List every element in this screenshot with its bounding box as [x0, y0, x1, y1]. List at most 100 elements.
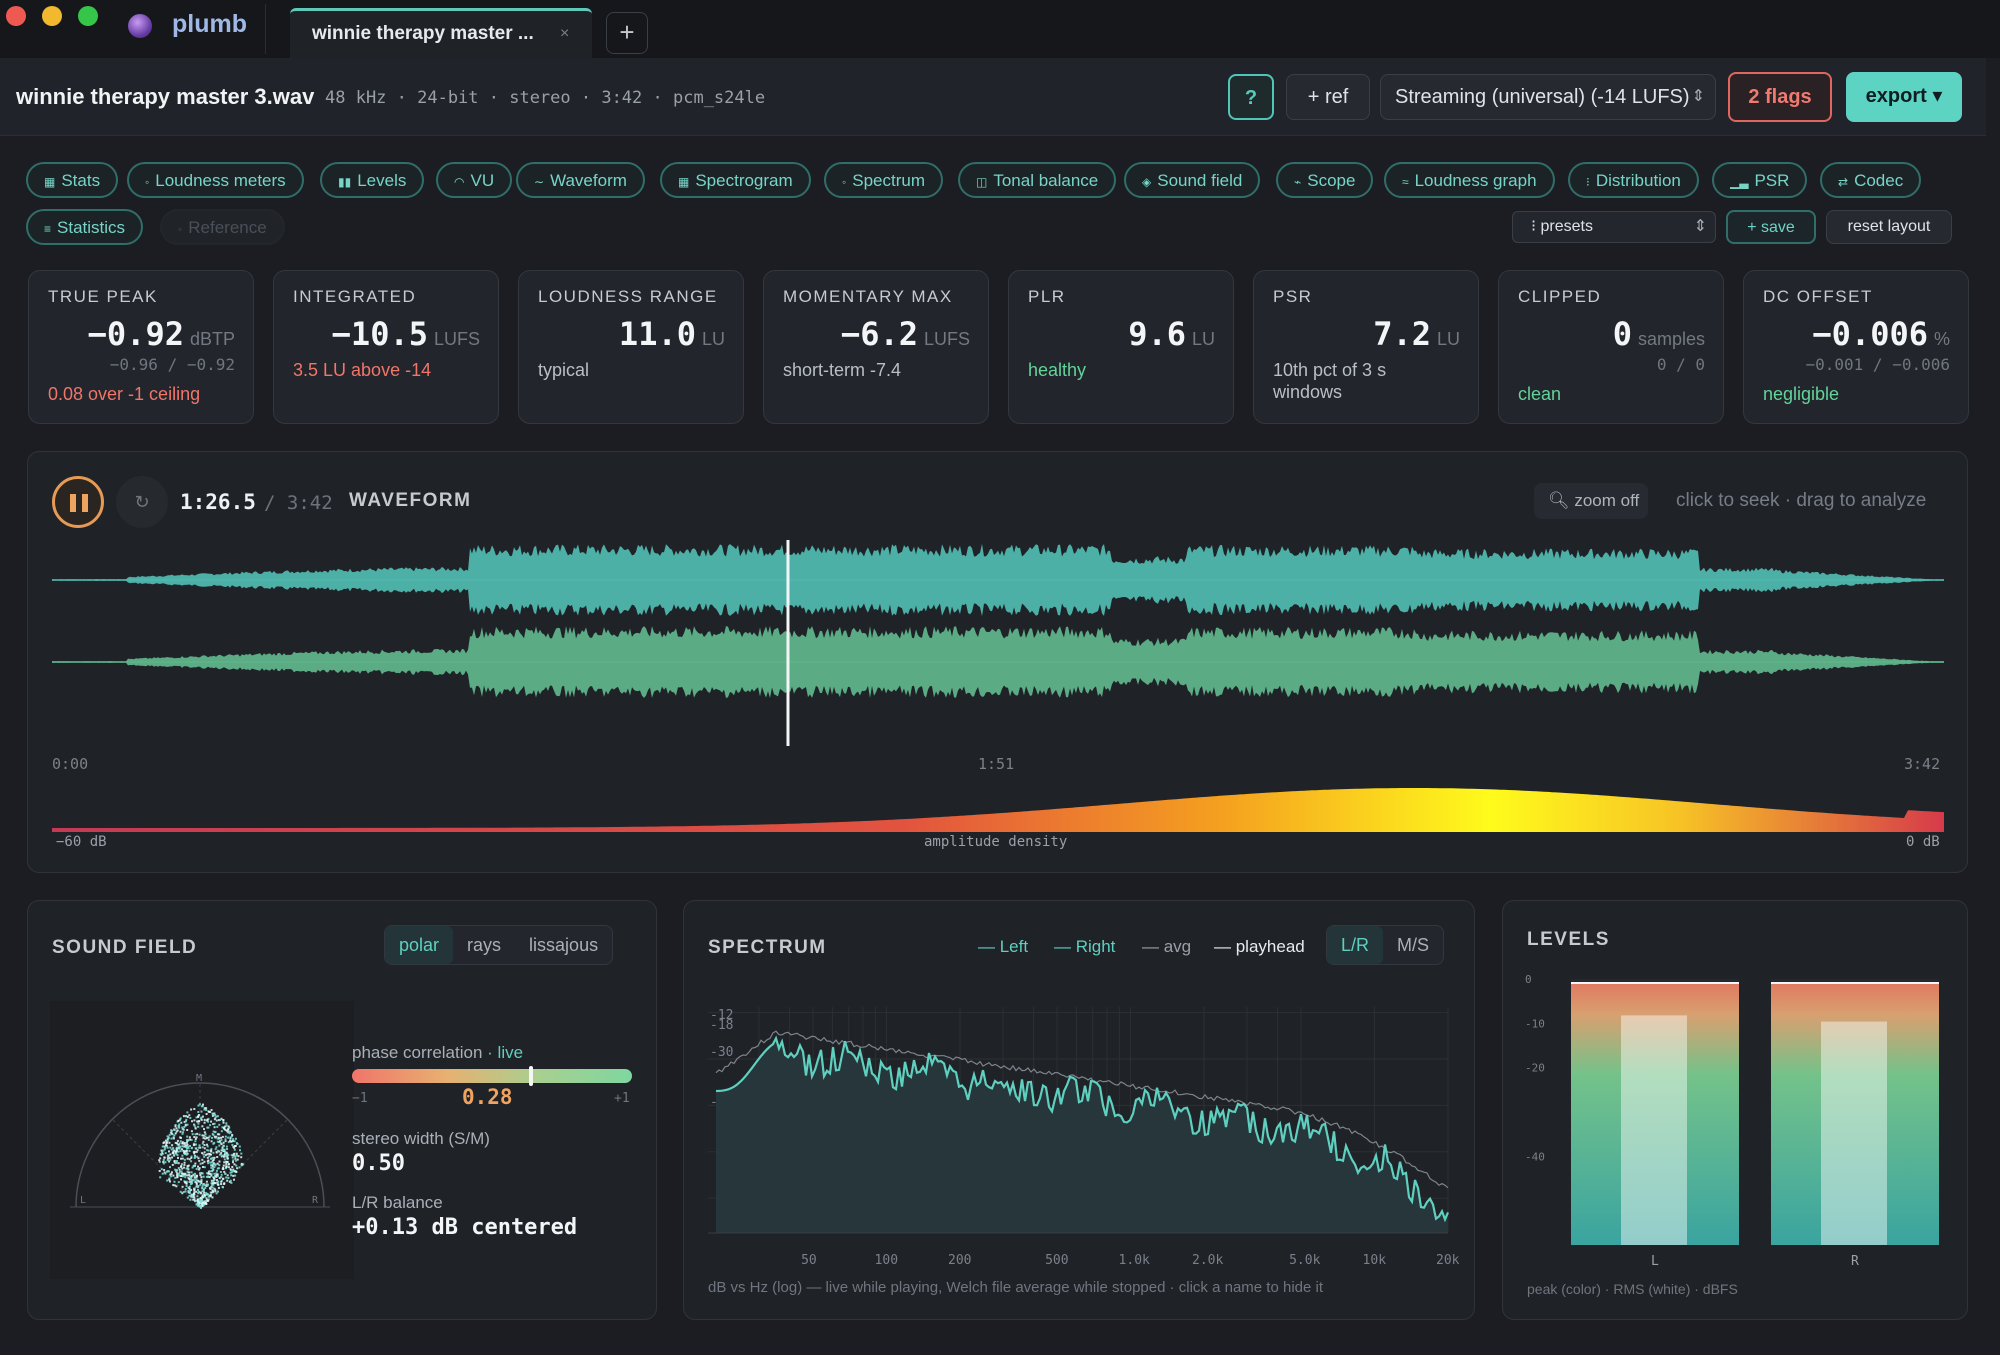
polar-point [185, 1141, 188, 1144]
polar-point [206, 1136, 208, 1139]
polar-point [196, 1195, 199, 1198]
polar-point [179, 1175, 182, 1177]
help-button[interactable]: ? [1228, 74, 1274, 120]
polar-point [232, 1161, 234, 1164]
stat-unit: dBTP [189, 329, 235, 349]
stereo-width-label: stereo width (S/M) [352, 1129, 490, 1148]
panel-toggle-spectrum[interactable]: ◦ Spectrum [824, 162, 944, 198]
polar-point [165, 1142, 168, 1145]
polar-point [213, 1118, 216, 1121]
polar-point [170, 1175, 173, 1178]
maximize-window-button[interactable] [78, 6, 98, 26]
polar-point [182, 1191, 185, 1193]
legend-avg[interactable]: — avg [1142, 937, 1192, 956]
polar-point [228, 1163, 230, 1166]
polar-point [213, 1112, 216, 1115]
polar-point [230, 1171, 233, 1174]
panel-toggle-sound-field[interactable]: ◈ Sound field [1124, 162, 1261, 198]
panel-toggle-label: Waveform [550, 171, 627, 190]
file-header: winnie therapy master 3.wav 48 kHz · 24-… [0, 58, 1986, 136]
polar-point [210, 1179, 213, 1182]
minimize-window-button[interactable] [42, 6, 62, 26]
polar-point [186, 1138, 189, 1141]
polar-point [180, 1175, 183, 1177]
polar-point [203, 1155, 206, 1158]
export-button[interactable]: export ▾ [1846, 72, 1962, 122]
tab-close-icon[interactable]: × [560, 25, 570, 42]
polar-point [213, 1126, 216, 1129]
panel-toggle-scope[interactable]: ⌁ Scope [1276, 162, 1374, 198]
pause-button[interactable] [52, 476, 104, 528]
polar-point [212, 1190, 215, 1193]
level-channel-label: L [1651, 1254, 1659, 1269]
panel-toggle-spectrogram[interactable]: ▦ Spectrogram [660, 162, 811, 198]
legend-playhead[interactable]: — playhead [1214, 937, 1305, 956]
stat-unit: LU [701, 329, 725, 349]
waveform-display[interactable] [52, 540, 1944, 750]
polar-point [230, 1140, 233, 1143]
polar-point [221, 1135, 224, 1138]
polar-right-axis [199, 1118, 289, 1208]
polar-point [233, 1163, 236, 1166]
loop-icon[interactable]: ↻ [116, 476, 168, 528]
zoom-toggle-button[interactable]: 🔍︎ zoom off [1534, 483, 1648, 519]
panel-toggle-waveform[interactable]: ∼ Waveform [516, 162, 645, 198]
panel-toggle-levels[interactable]: ▮▮ Levels [320, 162, 425, 198]
reset-layout-button[interactable]: reset layout [1826, 210, 1952, 244]
phase-min: −1 [352, 1091, 368, 1106]
panel-toggle-statistics[interactable]: ≡ Statistics [26, 209, 144, 245]
polar-point [163, 1171, 166, 1174]
polar-point [173, 1129, 176, 1131]
panel-toggle-loudness-meters[interactable]: ◦ Loudness meters [127, 162, 304, 198]
mode-lissajous[interactable]: lissajous [529, 935, 599, 955]
polar-point [214, 1163, 217, 1166]
panel-toggle-loudness-graph[interactable]: ≈ Loudness graph [1384, 162, 1555, 198]
polar-point [185, 1153, 188, 1156]
polar-point [189, 1198, 192, 1201]
polar-point [174, 1150, 177, 1153]
panel-toggle-codec[interactable]: ⇄ Codec [1820, 162, 1922, 198]
mode-lr[interactable]: L/R [1327, 926, 1384, 964]
loudness-target-select[interactable]: Streaming (universal) (-14 LUFS) ⇕ [1380, 74, 1716, 120]
new-tab-button[interactable]: + [606, 12, 648, 54]
polar-point [213, 1172, 216, 1175]
presets-select[interactable]: ⁝ presets ⇕ [1512, 211, 1716, 243]
panel-icon: ◦ [178, 222, 183, 236]
mode-ms[interactable]: M/S [1397, 935, 1430, 955]
polar-point [211, 1159, 214, 1162]
panel-toggle-psr[interactable]: ▁▃ PSR [1712, 162, 1808, 198]
polar-point [201, 1195, 204, 1198]
polar-point [190, 1193, 193, 1196]
polar-point [212, 1130, 215, 1133]
flags-button[interactable]: 2 flags [1728, 72, 1832, 122]
panel-toggle-label: VU [470, 171, 495, 190]
polar-point [233, 1178, 235, 1181]
polar-point [175, 1160, 178, 1162]
file-tab[interactable]: winnie therapy master ... × [290, 8, 592, 58]
polar-point [224, 1155, 227, 1158]
stat-value-row: 7.2 LU [1373, 315, 1460, 353]
add-reference-button[interactable]: + ref [1286, 74, 1370, 120]
legend-left[interactable]: — Left [978, 937, 1029, 956]
mode-rays[interactable]: rays [467, 935, 502, 955]
stat-title: LOUDNESS RANGE [538, 287, 718, 306]
polar-point [216, 1133, 219, 1136]
polar-point [215, 1174, 218, 1177]
panel-toggle-tonal-balance[interactable]: ◫ Tonal balance [958, 162, 1117, 198]
polar-point [166, 1179, 169, 1182]
panel-toggle-vu[interactable]: ◠ VU [436, 162, 513, 198]
legend-right[interactable]: — Right [1054, 937, 1116, 956]
panel-toggle-reference[interactable]: ◦ Reference [160, 209, 285, 245]
close-window-button[interactable] [6, 6, 26, 26]
panel-toggle-stats[interactable]: ▦ Stats [26, 162, 119, 198]
polar-point [197, 1185, 200, 1187]
panel-toggle-distribution[interactable]: ⁝ Distribution [1568, 162, 1699, 198]
polar-point [193, 1187, 196, 1190]
level-peak-bar-R [1771, 982, 1939, 1245]
mode-polar[interactable]: polar [385, 926, 454, 964]
polar-point [203, 1151, 206, 1154]
polar-point [193, 1198, 196, 1201]
polar-point [205, 1180, 208, 1183]
stat-value-row: 11.0 LU [619, 315, 725, 353]
save-layout-button[interactable]: + save [1726, 210, 1816, 244]
